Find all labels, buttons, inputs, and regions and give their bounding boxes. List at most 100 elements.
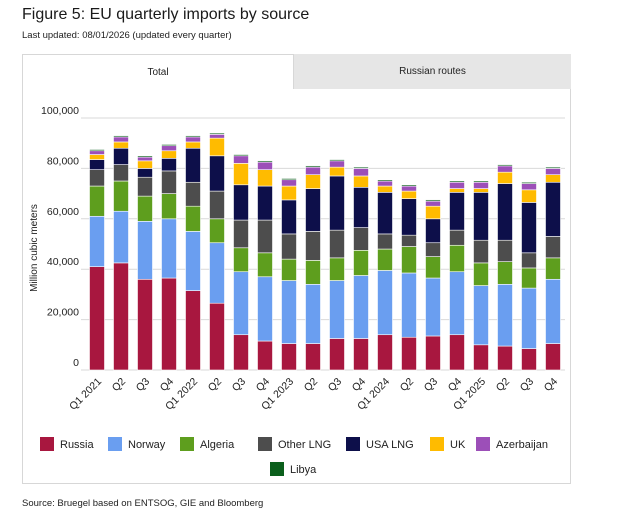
x-tick-label: Q3 xyxy=(326,376,345,395)
legend-item[interactable]: UK xyxy=(430,437,466,451)
bar-segment xyxy=(209,190,225,220)
bar-segment xyxy=(545,168,561,175)
bar-segment xyxy=(137,278,153,371)
bar-segment xyxy=(473,285,489,346)
chart-panel xyxy=(22,89,571,484)
y-axis-title: Million cubic meters xyxy=(29,204,40,292)
bar-segment xyxy=(449,244,465,273)
bar-segment xyxy=(257,169,273,187)
bar-segment xyxy=(377,334,393,371)
bar-segment xyxy=(233,334,249,371)
bar-segment xyxy=(329,166,345,177)
legend-item[interactable]: Algeria xyxy=(180,437,235,451)
bar-segment xyxy=(137,156,153,162)
bar-segment xyxy=(233,163,249,186)
bar-segment xyxy=(329,257,345,281)
bar-segment xyxy=(161,170,177,194)
bar-segment xyxy=(449,188,465,193)
bar-segment xyxy=(545,166,561,169)
bar-segment xyxy=(353,187,369,228)
bar-segment xyxy=(137,176,153,197)
bar-segment xyxy=(497,239,513,262)
bar-segment xyxy=(185,231,201,291)
y-tick-label: 20,000 xyxy=(47,307,79,319)
bar-segment xyxy=(497,171,513,184)
y-tick-label: 80,000 xyxy=(47,155,79,167)
chart-tabs: Total Russian routes xyxy=(22,54,571,89)
bar-segment xyxy=(377,248,393,271)
bar-segment xyxy=(497,164,513,167)
legend-swatch xyxy=(476,437,490,451)
bar-segment xyxy=(353,227,369,251)
bar-segment xyxy=(521,181,537,184)
legend-label: USA LNG xyxy=(366,439,414,451)
bar-segment xyxy=(449,334,465,371)
bar-segment xyxy=(113,147,129,165)
bar-segment xyxy=(161,218,177,279)
legend-label: Algeria xyxy=(200,439,235,451)
legend-item[interactable]: USA LNG xyxy=(346,437,414,451)
bar-segment xyxy=(89,266,105,371)
bar-segment xyxy=(377,179,393,182)
legend-item[interactable]: Norway xyxy=(108,437,166,451)
bar-segment xyxy=(401,198,417,236)
page-title: Figure 5: EU quarterly imports by source xyxy=(22,6,310,23)
bar-segment xyxy=(257,276,273,342)
bar-segment xyxy=(185,147,201,183)
bar-segment xyxy=(305,343,321,371)
source-note: Source: Bruegel based on ENTSOG, GIE and… xyxy=(22,498,264,509)
legend-item[interactable]: Other LNG xyxy=(258,437,331,451)
bar-segment xyxy=(353,275,369,339)
legend-label: Russia xyxy=(60,439,95,451)
bar-segment xyxy=(185,136,201,143)
legend-label: Norway xyxy=(128,439,166,451)
legend-swatch xyxy=(430,437,444,451)
legend-label: Other LNG xyxy=(278,439,331,451)
bar-segment xyxy=(209,155,225,192)
legend-item[interactable]: Russia xyxy=(40,437,95,451)
bar-segment xyxy=(329,229,345,259)
bar-segment xyxy=(281,178,297,181)
y-tick-label: 40,000 xyxy=(47,256,79,268)
x-tick-label: Q2 xyxy=(494,376,513,395)
bar-segment xyxy=(137,195,153,222)
bar-segment xyxy=(113,164,129,182)
bar-segment xyxy=(161,145,177,152)
bar-segment xyxy=(209,134,225,139)
bar-segment xyxy=(449,180,465,183)
bar-segment xyxy=(305,260,321,285)
bar-segment xyxy=(353,250,369,276)
bar-segment xyxy=(545,236,561,259)
tab-total[interactable]: Total xyxy=(22,54,294,89)
bar-segment xyxy=(545,257,561,280)
bar-segment xyxy=(113,141,129,149)
x-tick-label: Q3 xyxy=(422,376,441,395)
bar-segment xyxy=(329,159,345,162)
bar-segment xyxy=(521,252,537,269)
tab-russian-routes[interactable]: Russian routes xyxy=(399,66,466,77)
bar-segment xyxy=(425,242,441,257)
legend-swatch xyxy=(258,437,272,451)
bar-segment xyxy=(449,192,465,231)
bar-segment xyxy=(257,252,273,278)
bar-segment xyxy=(329,175,345,231)
bar-segment xyxy=(233,271,249,336)
bar-segment xyxy=(329,160,345,168)
bar-segment xyxy=(377,185,393,193)
legend-item[interactable]: Azerbaijan xyxy=(476,437,548,451)
bar-segment xyxy=(401,184,417,187)
bar-segment xyxy=(185,141,201,149)
bar-segment xyxy=(401,190,417,199)
bar-segment xyxy=(233,247,249,273)
legend: Russia Norway Algeria Other LNG USA LNG UK Aze… xyxy=(40,437,548,476)
bar-segment xyxy=(89,169,105,187)
bar-segment xyxy=(305,166,321,175)
bar-segment xyxy=(209,137,225,157)
y-tick-label: 100,000 xyxy=(41,105,79,117)
x-tick-label: Q1 2021 xyxy=(67,376,104,413)
legend-swatch xyxy=(108,437,122,451)
bar-segment xyxy=(89,185,105,217)
bar-segment xyxy=(425,256,441,279)
legend-swatch xyxy=(180,437,194,451)
legend-item[interactable]: Libya xyxy=(270,462,317,476)
